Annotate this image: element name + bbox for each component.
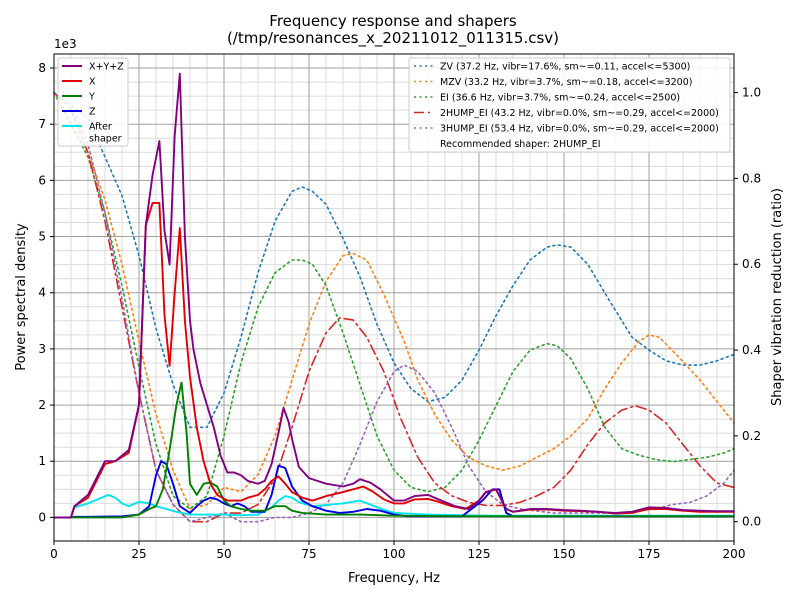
x-tick-label: 75 bbox=[301, 547, 316, 561]
x-tick-label: 175 bbox=[638, 547, 661, 561]
shaper-line-mzv bbox=[53, 91, 735, 510]
psd-line-y bbox=[54, 381, 734, 519]
y-tick-label: 7 bbox=[38, 117, 46, 131]
y2-tick-label: 0.2 bbox=[742, 429, 761, 443]
y-tick-label: 2 bbox=[38, 398, 46, 412]
y-exponent-label: 1e3 bbox=[54, 37, 77, 51]
y2-tick-label: 0.4 bbox=[742, 343, 761, 357]
legend-entry-label: EI (36.6 Hz, vibr=3.7%, sm~=0.24, accel<… bbox=[440, 93, 680, 104]
y-tick-label: 4 bbox=[38, 286, 46, 300]
shaper-line-ei bbox=[53, 91, 735, 510]
legend-shapers: ZV (37.2 Hz, vibr=17.6%, sm~=0.11, accel… bbox=[408, 57, 731, 153]
legend-entry-label: Y bbox=[88, 92, 95, 103]
y2-tick-label: 0.0 bbox=[742, 515, 761, 529]
y-tick-label: 5 bbox=[38, 230, 46, 244]
y-tick-label: 6 bbox=[38, 173, 46, 187]
y-axis-label: Power spectral density bbox=[14, 223, 29, 371]
legend-entry-label: X+Y+Z bbox=[89, 62, 124, 73]
legend-entry-label: 2HUMP_EI (43.2 Hz, vibr=0.0%, sm~=0.29, … bbox=[440, 108, 719, 119]
y-tick-label: 3 bbox=[38, 342, 46, 356]
x-tick-label: 0 bbox=[50, 547, 58, 561]
x-axis-label: Frequency, Hz bbox=[348, 571, 440, 586]
psd-line-x-y-z bbox=[54, 72, 734, 519]
legend-entry-label: 3HUMP_EI (53.4 Hz, vibr=0.0%, sm~=0.29, … bbox=[440, 124, 719, 135]
legend-entry-label: ZV (37.2 Hz, vibr=17.6%, sm~=0.11, accel… bbox=[440, 62, 690, 73]
y2-axis-label: Shaper vibration reduction (ratio) bbox=[770, 188, 785, 406]
x-tick-label: 200 bbox=[723, 547, 746, 561]
y-tick-label: 1 bbox=[38, 454, 46, 468]
x-tick-label: 100 bbox=[383, 547, 406, 561]
psd-lines bbox=[54, 72, 734, 519]
y-tick-label: 0 bbox=[38, 510, 46, 524]
legend-entry-label: MZV (33.2 Hz, vibr=3.7%, sm~=0.18, accel… bbox=[440, 77, 692, 88]
x-tick-label: 50 bbox=[216, 547, 231, 561]
axes: 0 25 50 75 100 125 150 175 200 0 1 2 3 4 5 6 7 8 0.0 0.2 0.4… bbox=[38, 61, 761, 561]
legend-entry-label: Z bbox=[89, 107, 96, 118]
y2-tick-label: 1.0 bbox=[742, 86, 761, 100]
legend-shapers-box bbox=[408, 57, 731, 153]
x-tick-label: 25 bbox=[131, 547, 146, 561]
psd-line-z bbox=[54, 460, 734, 519]
shaper-line-zv bbox=[53, 91, 735, 429]
chart-subtitle: (/tmp/resonances_x_20211012_011315.csv) bbox=[227, 29, 559, 48]
y-tick-label: 8 bbox=[38, 61, 46, 75]
y2-tick-label: 0.6 bbox=[742, 257, 761, 271]
legend-recommended: Recommended shaper: 2HUMP_EI bbox=[440, 139, 601, 150]
legend-entry-label: shaper bbox=[89, 134, 122, 145]
legend-entry-label: After bbox=[89, 122, 112, 133]
legend-entry-label: X bbox=[89, 77, 96, 88]
y2-tick-label: 0.8 bbox=[742, 171, 761, 185]
chart-title: Frequency response and shapers bbox=[269, 12, 517, 30]
x-tick-label: 150 bbox=[553, 547, 576, 561]
x-tick-label: 125 bbox=[468, 547, 491, 561]
